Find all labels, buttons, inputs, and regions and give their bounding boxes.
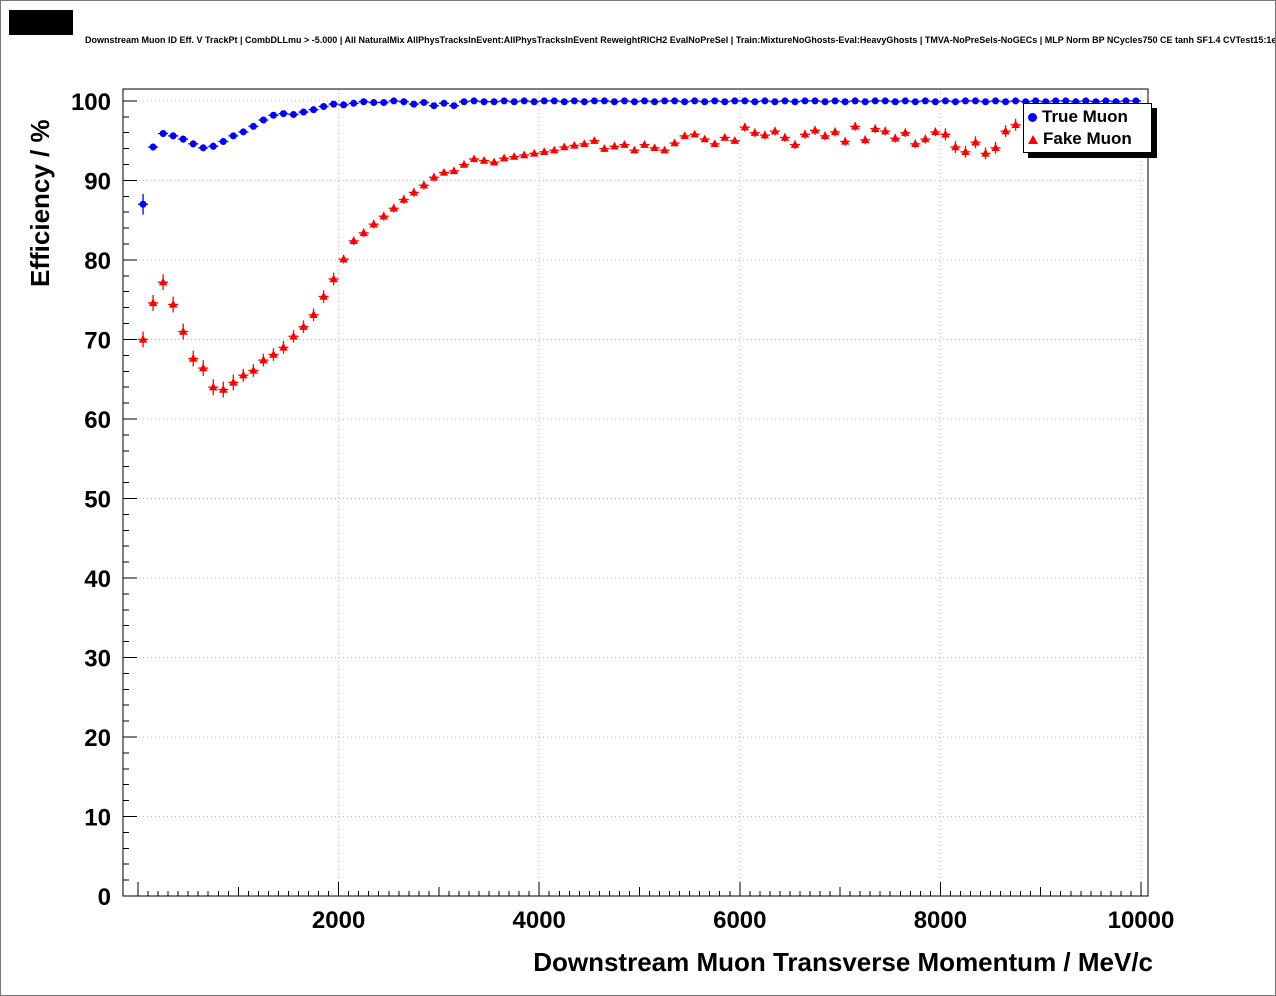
y-axis-label: Efficiency / % bbox=[25, 119, 55, 287]
legend: True Muon Fake Muon bbox=[1023, 103, 1152, 153]
plot-title: Downstream Muon ID Eff. V TrackPt | Comb… bbox=[85, 35, 1276, 45]
svg-text:20: 20 bbox=[84, 725, 111, 752]
svg-text:10000: 10000 bbox=[1108, 907, 1175, 934]
svg-text:60: 60 bbox=[84, 407, 111, 434]
svg-text:40: 40 bbox=[84, 566, 111, 593]
svg-text:100: 100 bbox=[71, 89, 111, 116]
svg-text:8000: 8000 bbox=[914, 907, 967, 934]
svg-text:2000: 2000 bbox=[312, 907, 365, 934]
svg-text:50: 50 bbox=[84, 486, 111, 513]
legend-label-true-muon: True Muon bbox=[1042, 107, 1128, 126]
circle-marker-icon bbox=[1028, 112, 1037, 122]
svg-text:70: 70 bbox=[84, 327, 111, 354]
svg-text:30: 30 bbox=[84, 645, 111, 672]
svg-text:90: 90 bbox=[84, 168, 111, 195]
legend-label-fake-muon: Fake Muon bbox=[1043, 129, 1132, 148]
svg-text:80: 80 bbox=[84, 248, 111, 275]
svg-text:6000: 6000 bbox=[713, 907, 766, 934]
legend-item-true-muon: True Muon bbox=[1024, 106, 1151, 128]
corner-black-box bbox=[9, 10, 73, 35]
svg-text:4000: 4000 bbox=[513, 907, 566, 934]
x-axis-label: Downstream Muon Transverse Momentum / Me… bbox=[533, 947, 1153, 977]
legend-item-fake-muon: Fake Muon bbox=[1024, 128, 1151, 150]
svg-text:10: 10 bbox=[84, 804, 111, 831]
svg-text:0: 0 bbox=[98, 884, 111, 911]
triangle-marker-icon bbox=[1028, 134, 1038, 144]
